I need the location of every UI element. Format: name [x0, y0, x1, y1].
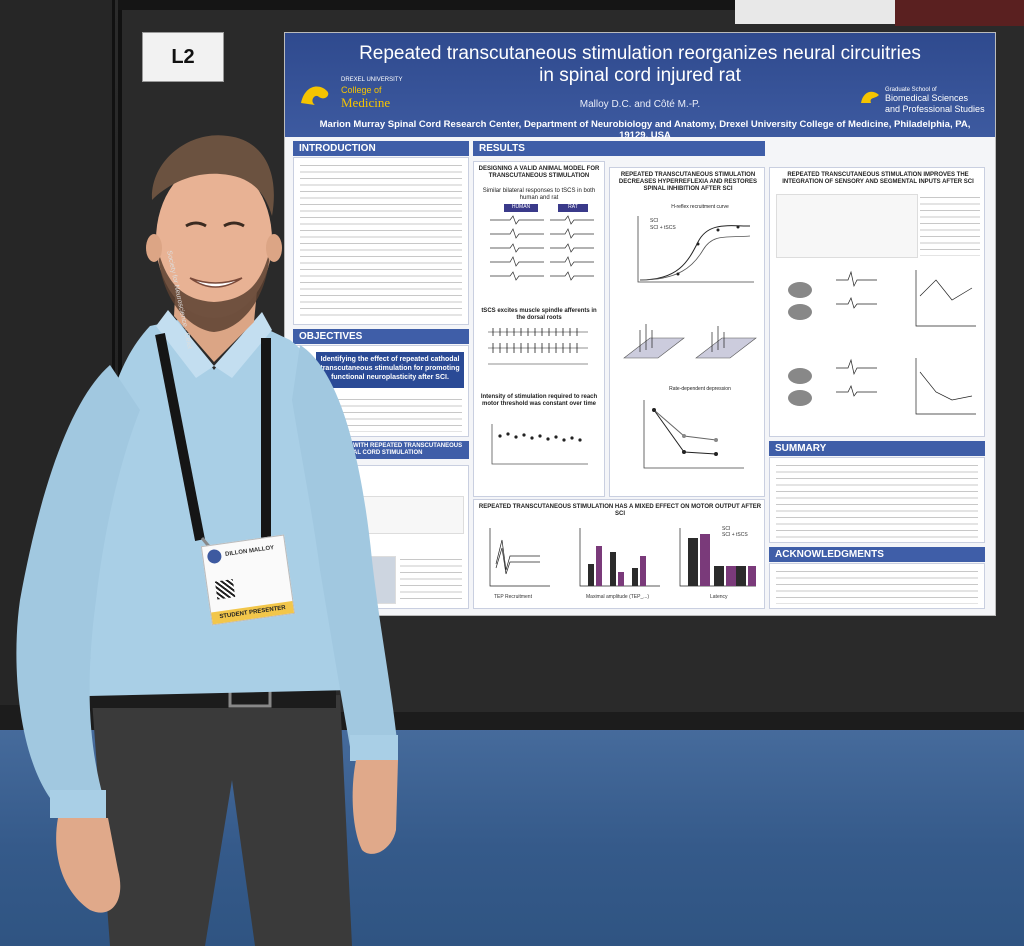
ear-right — [266, 234, 282, 262]
section-summary-heading: SUMMARY — [769, 441, 985, 456]
name-badge: DILLON MALLOY STUDENT PRESENTER — [200, 534, 296, 626]
eye-right — [223, 221, 245, 228]
lanyard-left — [155, 333, 205, 541]
acknowledgments-text-lines — [776, 568, 978, 604]
results-panel-hyperreflexia: REPEATED TRANSCUTANEOUS STIMULATION DECR… — [609, 167, 765, 497]
logo-left-line1: DREXEL UNIVERSITY — [341, 77, 403, 83]
logo-right-line2: Biomedical Sciences — [885, 93, 969, 103]
conditioning-traces-figure — [788, 270, 976, 327]
presenter-person — [16, 135, 398, 946]
hreflex-curve-figure — [637, 216, 754, 283]
collar-right — [214, 312, 272, 378]
research-poster: DREXEL UNIVERSITY College of Medicine Re… — [284, 32, 996, 616]
objectives-text-lines — [334, 396, 462, 432]
left-hand — [56, 818, 121, 913]
panel4-legend-sci: SCI — [722, 526, 731, 532]
collar-left — [156, 310, 214, 378]
badge-qr-code — [214, 579, 236, 600]
panel1-subtitle-3: Intensity of stimulation required to rea… — [480, 394, 598, 407]
section-objectives-heading: OBJECTIVES — [293, 329, 469, 344]
section-introduction-heading: INTRODUCTION — [293, 141, 469, 156]
panel2-legend-sci: SCI — [650, 218, 659, 224]
methods-timeline-figure — [354, 496, 464, 534]
afferent-traces-figure — [788, 358, 976, 415]
left-arm-sleeve — [16, 365, 140, 810]
methods-text-lines — [400, 556, 462, 602]
results-panel-motor-output: REPEATED TRANSCUTANEOUS STIMULATION HAS … — [473, 499, 765, 609]
poster-affiliation: Marion Murray Spinal Cord Research Cente… — [319, 119, 971, 141]
objective-highlight: Identifying the effect of repeated catho… — [316, 352, 464, 388]
logo-left-line3: Medicine — [341, 95, 391, 110]
section-acknowledgments-heading: ACKNOWLEDGMENTS — [769, 547, 985, 562]
panel2-graph2-title: Rate-dependent depression — [669, 386, 731, 392]
panel1-subtitle: Similar bilateral responses to tSCS in b… — [482, 188, 596, 201]
left-cuff — [50, 790, 106, 818]
3d-waveform-figure — [623, 324, 757, 359]
introduction-body — [293, 157, 469, 325]
background-light — [735, 0, 895, 24]
panel4-xlabel-3: Latency — [710, 594, 728, 600]
results-panel-sensory-integration: REPEATED TRANSCUTANEOUS STIMULATION IMPR… — [769, 167, 985, 437]
conditioning-schematic — [776, 194, 918, 258]
dragon-icon — [301, 86, 329, 105]
right-arm-sleeve — [292, 345, 398, 758]
panel2-title: REPEATED TRANSCUTANEOUS STIMULATION DECR… — [618, 172, 758, 192]
poster-header: DREXEL UNIVERSITY College of Medicine Re… — [285, 33, 995, 141]
panel4-title: REPEATED TRANSCUTANEOUS STIMULATION HAS … — [478, 504, 762, 517]
panel2-graph1-title: H-reflex recruitment curve — [671, 204, 729, 210]
right-cuff — [350, 735, 398, 761]
panel1-rat-label: RAT — [558, 204, 588, 212]
right-hand — [352, 760, 398, 854]
results-panel-animal-model: DESIGNING A VALID ANIMAL MODEL FOR TRANS… — [473, 161, 605, 497]
beard — [158, 250, 270, 332]
section-methods-heading: WITH REPEATED TRANSCUTANEOUS AL CORD STI… — [347, 441, 469, 459]
face — [156, 162, 272, 318]
eye-left — [185, 221, 207, 228]
motor-output-figure — [489, 528, 756, 587]
ear-left — [146, 234, 162, 262]
booth-number-sign: L2 — [142, 32, 224, 82]
rate-dependent-figure — [643, 400, 744, 469]
summary-body — [769, 457, 985, 543]
logo-left-line2: College of — [341, 85, 382, 95]
background-signage — [895, 0, 1024, 26]
section-results-heading: RESULTS — [473, 141, 765, 156]
hair — [151, 135, 274, 216]
spindle-traces-figure — [488, 328, 588, 365]
drexel-logo: DREXEL UNIVERSITY College of Medicine — [297, 77, 417, 111]
trousers — [92, 695, 352, 946]
panel3-title: REPEATED TRANSCUTANEOUS STIMULATION IMPR… — [782, 172, 974, 185]
panel1-human-label: HUMAN — [504, 204, 538, 212]
acknowledgments-body — [769, 563, 985, 609]
panel1-title: DESIGNING A VALID ANIMAL MODEL FOR TRANS… — [478, 166, 600, 179]
panel4-xlabel-1: TEP Recruitment — [494, 594, 532, 600]
panel2-legend-tscs: SCI + tSCS — [650, 225, 676, 231]
poster-title: Repeated transcutaneous stimulation reor… — [359, 43, 921, 86]
gsbs-logo: Graduate School of Biomedical Sciences a… — [859, 85, 985, 119]
badge-logo-icon — [206, 548, 223, 565]
summary-text-lines — [776, 462, 978, 538]
logo-right-line3: and Professional Studies — [885, 104, 985, 114]
panel3-caption-lines — [920, 194, 980, 256]
smile — [189, 277, 243, 288]
emg-traces-figure — [490, 215, 594, 281]
dragon-small-icon — [861, 91, 879, 103]
poster-authors: Malloy D.C. and Côté M.-P. — [579, 99, 701, 110]
panel4-legend-tscs: SCI + tSCS — [722, 532, 748, 538]
threshold-scatter-figure — [491, 424, 588, 465]
logo-right-line1: Graduate School of — [885, 87, 937, 93]
badge-name: DILLON MALLOY — [224, 545, 275, 558]
poster-board-frame — [118, 0, 1024, 10]
introduction-text-lines — [300, 162, 462, 320]
panel4-xlabel-2: Maximal amplitude (TEP_...) — [586, 594, 650, 600]
panel1-subtitle-2: tSCS excites muscle spindle afferents in… — [481, 308, 597, 321]
